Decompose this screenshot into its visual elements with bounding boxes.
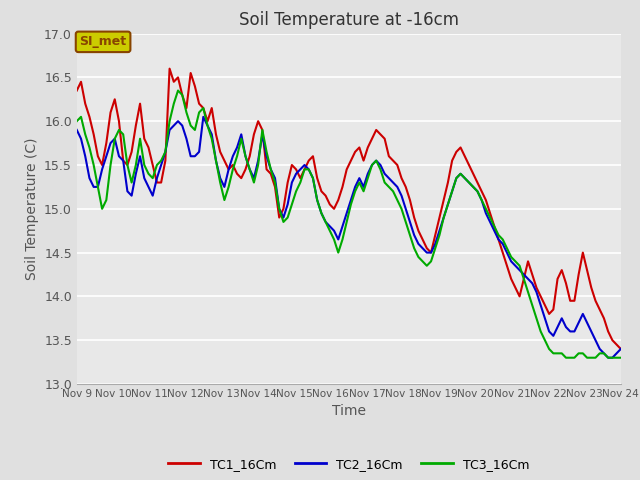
TC3_16Cm xyxy=(436,232,444,238)
TC2_16Cm xyxy=(200,114,207,120)
TC3_16Cm xyxy=(73,119,81,124)
TC2_16Cm xyxy=(617,346,625,352)
TC2_16Cm xyxy=(73,127,81,133)
TC2_16Cm xyxy=(503,250,511,255)
TC1_16Cm xyxy=(478,189,486,194)
TC1_16Cm xyxy=(73,88,81,94)
Title: Soil Temperature at -16cm: Soil Temperature at -16cm xyxy=(239,11,459,29)
Y-axis label: Soil Temperature (C): Soil Temperature (C) xyxy=(24,138,38,280)
TC3_16Cm xyxy=(225,184,232,190)
TC2_16Cm xyxy=(604,355,612,360)
Legend: TC1_16Cm, TC2_16Cm, TC3_16Cm: TC1_16Cm, TC2_16Cm, TC3_16Cm xyxy=(163,453,534,476)
TC1_16Cm xyxy=(225,167,232,172)
TC2_16Cm xyxy=(436,228,444,234)
TC3_16Cm xyxy=(617,355,625,360)
TC3_16Cm xyxy=(503,245,511,251)
TC1_16Cm xyxy=(360,158,367,164)
Line: TC3_16Cm: TC3_16Cm xyxy=(77,91,621,358)
TC1_16Cm xyxy=(309,154,317,159)
TC1_16Cm xyxy=(617,346,625,352)
Line: TC2_16Cm: TC2_16Cm xyxy=(77,117,621,358)
TC2_16Cm xyxy=(225,167,232,172)
TC3_16Cm xyxy=(360,189,367,194)
TC3_16Cm xyxy=(309,175,317,181)
TC1_16Cm xyxy=(503,263,511,269)
TC1_16Cm xyxy=(166,66,173,72)
TC3_16Cm xyxy=(478,197,486,203)
TC3_16Cm xyxy=(562,355,570,360)
X-axis label: Time: Time xyxy=(332,405,366,419)
Text: SI_met: SI_met xyxy=(79,36,127,48)
TC3_16Cm xyxy=(174,88,182,94)
TC1_16Cm xyxy=(436,215,444,220)
TC2_16Cm xyxy=(478,197,486,203)
TC2_16Cm xyxy=(309,175,317,181)
TC2_16Cm xyxy=(360,184,367,190)
Line: TC1_16Cm: TC1_16Cm xyxy=(77,69,621,349)
